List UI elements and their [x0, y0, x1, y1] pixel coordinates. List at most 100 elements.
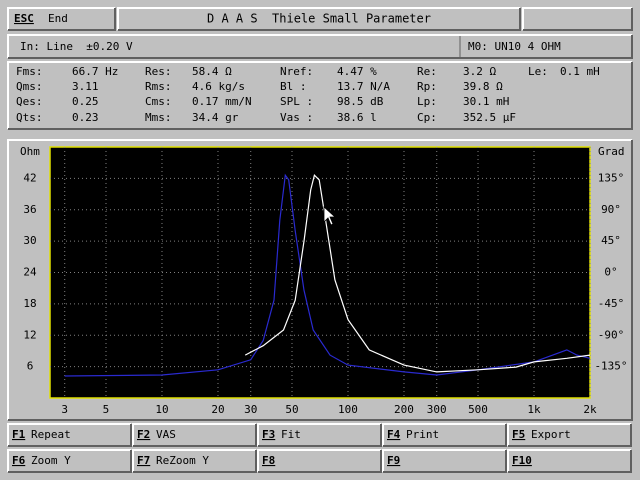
param-value: 0.25: [72, 95, 99, 108]
function-key[interactable]: F3 Fit: [257, 423, 382, 447]
status-bar: In: Line ±0.20 V M0: UN10 4 OHM: [7, 34, 633, 59]
param-label: Cp:: [417, 111, 437, 124]
x-tick-label: 10: [155, 403, 168, 416]
function-key-edge: [258, 450, 382, 473]
param-label: Nref:: [280, 65, 313, 78]
function-key[interactable]: F1 Repeat: [7, 423, 132, 447]
chart-panel-edge: [7, 139, 632, 420]
parameter-panel-face: [8, 62, 632, 129]
key-label: F7: [137, 454, 150, 467]
function-key-face: [383, 424, 506, 446]
title-panel-face: [118, 8, 520, 30]
function-key-face: [8, 424, 131, 446]
key-label: F2: [137, 428, 150, 441]
blank-button[interactable]: [522, 7, 633, 31]
param-value: 30.1 mH: [463, 95, 509, 108]
param-label: Re:: [417, 65, 437, 78]
param-value: 34.4 gr: [192, 111, 239, 124]
y-tick-label: 42: [23, 171, 36, 184]
x-tick-label: 500: [468, 403, 488, 416]
function-key-edge: [257, 423, 381, 446]
function-key-edge: [7, 449, 131, 472]
function-key-edge: [132, 423, 256, 446]
function-key-edge: [508, 450, 632, 473]
function-key-edge: [257, 449, 381, 472]
function-key-edge: [7, 423, 131, 446]
y-tick-label: 30: [23, 234, 36, 247]
title: D A A S Thiele Small Parameter: [207, 12, 431, 26]
param-label: Rp:: [417, 80, 437, 93]
key-label: F4: [387, 428, 401, 441]
function-key[interactable]: F6 Zoom Y: [7, 449, 132, 473]
y2-tick-label: 0°: [604, 266, 617, 279]
function-key-face: [8, 450, 131, 472]
title-panel: D A A S Thiele Small Parameter: [117, 7, 521, 31]
param-value: 66.7 Hz: [72, 65, 118, 78]
function-key-edge: [507, 423, 631, 446]
key-label: F6: [12, 454, 26, 467]
esc-button[interactable]: ESC End: [7, 7, 116, 31]
function-key-edge: [8, 424, 132, 447]
function-key-edge: [133, 450, 257, 473]
function-key-edge: [8, 450, 132, 473]
param-label: Qms:: [16, 80, 43, 93]
param-label: Vas :: [280, 111, 313, 124]
x-tick-label: 300: [427, 403, 447, 416]
param-value: 4.6 kg/s: [192, 80, 245, 93]
x-tick-label: 3: [61, 403, 68, 416]
param-label: Qts:: [16, 111, 43, 124]
x-tick-label: 30: [244, 403, 257, 416]
function-key[interactable]: F7 ReZoom Y: [132, 449, 257, 473]
function-key-edge: [382, 423, 506, 446]
y-tick-label: 36: [23, 203, 36, 216]
key-label: ESC: [14, 12, 34, 25]
param-label: Cms:: [145, 95, 172, 108]
parameter-panel-edge: [7, 61, 632, 129]
param-label: Lp:: [417, 95, 437, 108]
key-label: F3: [262, 428, 275, 441]
function-key[interactable]: F9: [382, 449, 507, 473]
param-label: Qes:: [16, 95, 43, 108]
function-key[interactable]: F8: [257, 449, 382, 473]
parameter-panel-edge: [8, 62, 633, 130]
y2-tick-label: -90°: [598, 328, 625, 341]
key-action: Zoom Y: [31, 454, 71, 467]
y2-tick-label: 135°: [598, 171, 625, 184]
param-value: 3.2 Ω: [463, 65, 496, 78]
y-tick-label: 24: [23, 266, 37, 279]
x-tick-label: 5: [103, 403, 110, 416]
param-value: 0.1 mH: [560, 65, 600, 78]
input-status: In: Line ±0.20 V: [20, 40, 133, 53]
param-label: Rms:: [145, 80, 172, 93]
function-key-face: [133, 424, 256, 446]
function-key-edge: [132, 449, 256, 472]
param-value: 13.7 N/A: [337, 80, 390, 93]
key-label: F8: [262, 454, 275, 467]
param-label: Res:: [145, 65, 172, 78]
param-label: Bl :: [280, 80, 307, 93]
y-tick-label: 12: [23, 328, 36, 341]
function-key-edge: [258, 424, 382, 447]
blank-button-edge: [522, 7, 632, 30]
button-label: End: [48, 12, 68, 25]
function-key-face: [133, 450, 256, 472]
function-key[interactable]: F2 VAS: [132, 423, 257, 447]
x-tick-label: 20: [211, 403, 224, 416]
key-action: ReZoom Y: [156, 454, 209, 467]
model-status: M0: UN10 4 OHM: [468, 40, 561, 53]
y2-tick-label: 90°: [601, 203, 621, 216]
key-action: Export: [531, 428, 571, 441]
function-key[interactable]: F4 Print: [382, 423, 507, 447]
function-key[interactable]: F10: [507, 449, 632, 473]
x-tick-label: 200: [394, 403, 414, 416]
title-panel-edge: [118, 8, 521, 31]
y-tick-label: 6: [27, 360, 34, 373]
plot-area: [49, 146, 591, 399]
esc-button-edge: [8, 8, 116, 31]
param-value: 58.4 Ω: [192, 65, 232, 78]
param-value: 39.8 Ω: [463, 80, 503, 93]
function-key-face: [383, 450, 506, 472]
y-axis-label: Ohm: [20, 145, 40, 158]
impedance-curve: [244, 174, 591, 373]
function-key[interactable]: F5 Export: [507, 423, 632, 447]
